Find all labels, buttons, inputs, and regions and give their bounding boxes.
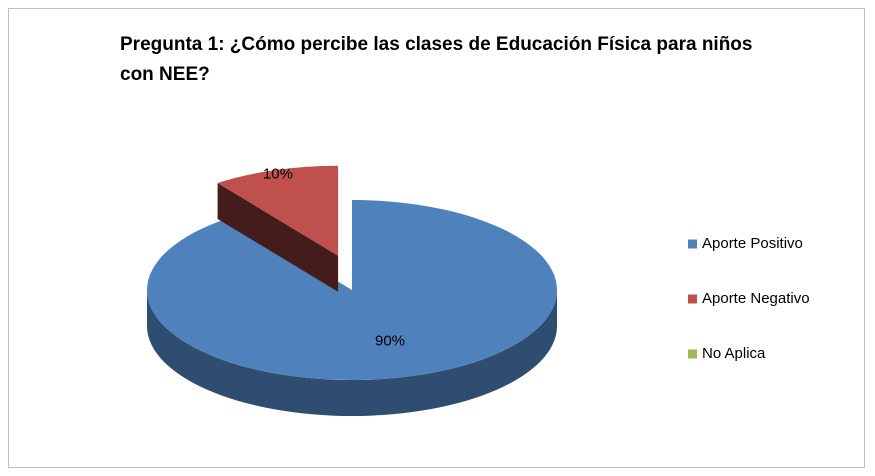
chart-frame [8, 8, 865, 468]
chart-title: Pregunta 1: ¿Cómo percibe las clases de … [120, 34, 753, 85]
legend-label: No Aplica [702, 345, 766, 362]
pie-side [147, 290, 557, 416]
data-label: 90% [375, 332, 405, 349]
pie-slice [147, 200, 557, 381]
legend-label: Aporte Negativo [702, 290, 810, 307]
data-label: 10% [263, 165, 293, 182]
legend-label: Aporte Positivo [702, 235, 803, 252]
pie-cut-face [217, 182, 339, 292]
legend-swatch [688, 239, 697, 249]
legend-swatch [688, 294, 697, 304]
legend-swatch [688, 349, 697, 359]
pie-slice [217, 165, 339, 256]
